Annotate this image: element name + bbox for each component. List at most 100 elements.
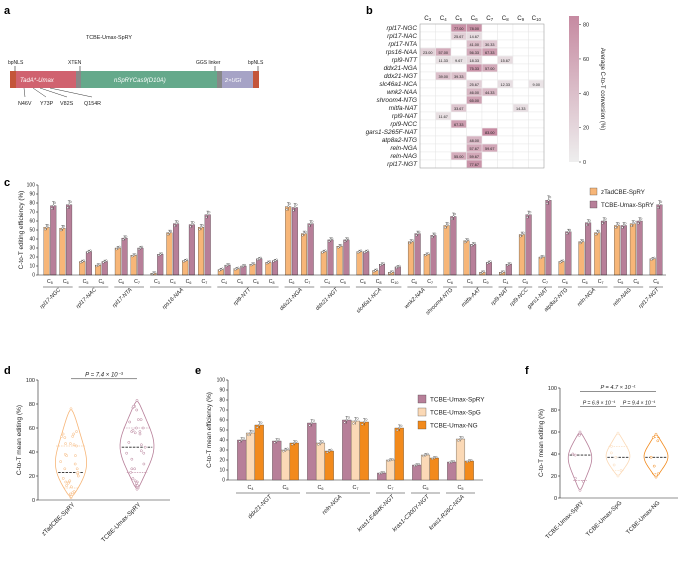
data-point: [396, 265, 400, 268]
data-point: [89, 249, 92, 252]
heatmap-cell-value: 57.00: [438, 51, 448, 55]
bar: [538, 256, 545, 276]
data-point: [201, 224, 204, 227]
data-point: [61, 227, 64, 230]
data-point: [365, 250, 368, 253]
data-point: [258, 257, 261, 260]
data-point: [470, 244, 473, 247]
x-tick-label: C4: [247, 485, 253, 491]
heatmap-grid-cell: [528, 63, 545, 73]
heatmap-grid-cell: [528, 119, 545, 129]
data-point: [75, 467, 79, 471]
data-point: [380, 471, 383, 475]
x-tick-label: C6: [411, 279, 417, 285]
data-point: [499, 272, 502, 275]
heatmap-grid-cell: [512, 79, 529, 89]
heatmap-cell: [451, 72, 467, 80]
data-point: [596, 231, 599, 234]
bar: [85, 251, 92, 276]
data-point: [258, 423, 261, 427]
x-tick-label: C3: [154, 279, 160, 285]
heatmap-row-label: shroom4-NTG: [377, 97, 418, 104]
heatmap-grid-cell: [512, 63, 529, 73]
data-point: [139, 418, 143, 421]
data-point: [206, 213, 209, 216]
group-label: rpl17-NGC: [39, 286, 63, 310]
data-point: [286, 447, 289, 450]
violin-shape: [119, 399, 155, 490]
data-point: [434, 232, 437, 235]
data-point: [408, 242, 411, 245]
data-point: [529, 211, 532, 214]
data-point: [415, 463, 418, 467]
data-point: [312, 419, 315, 422]
data-point: [265, 262, 268, 265]
bar: [463, 240, 470, 276]
data-point: [632, 222, 635, 225]
heatmap-cell: [497, 80, 513, 88]
heatmap-grid-cell: [450, 79, 467, 89]
bar: [558, 261, 565, 276]
bar: [315, 442, 326, 481]
data-point: [610, 444, 613, 448]
data-point: [654, 432, 658, 436]
data-point: [329, 238, 332, 241]
bar: [188, 224, 195, 276]
bar: [518, 234, 525, 276]
mutation-label: V82S: [60, 101, 74, 107]
data-point: [374, 269, 377, 272]
legend-label: zTadCBE-SpRY: [601, 189, 645, 196]
data-point: [637, 222, 640, 225]
data-point: [97, 264, 100, 267]
heatmap-grid-cell: [419, 103, 436, 113]
data-point: [82, 259, 85, 262]
heatmap-cell: [466, 64, 482, 72]
data-point: [295, 203, 298, 206]
data-point: [72, 443, 76, 447]
data-point: [381, 263, 384, 266]
data-point: [242, 264, 245, 268]
data-point: [135, 487, 139, 491]
data-point: [398, 426, 401, 430]
data-point: [363, 420, 366, 424]
heatmap-grid-cell: [497, 31, 514, 41]
heatmap-grid-cell: [512, 119, 529, 129]
heatmap-grid-cell: [419, 31, 436, 41]
data-point: [291, 443, 294, 446]
mutation-markers: [23, 87, 93, 98]
data-point: [345, 418, 348, 422]
heatmap-border: [419, 23, 545, 169]
x-tick-label: C8: [376, 279, 382, 285]
data-point: [226, 264, 229, 267]
y-axis-label: C-to-T mean editing (%): [538, 409, 545, 477]
data-point: [59, 460, 62, 463]
data-point: [221, 267, 224, 270]
data-point: [379, 264, 382, 267]
x-tick-label: C6: [562, 279, 568, 285]
data-point: [132, 254, 135, 257]
violin-shape: [567, 431, 593, 492]
data-point: [115, 248, 118, 251]
x-tick-label: TCBE-Umax-SpRY: [100, 501, 142, 543]
data-point: [139, 246, 142, 250]
panel-label-a: a: [4, 5, 11, 17]
heatmap-grid-cell: [512, 111, 529, 121]
data-point: [343, 240, 347, 243]
data-point: [417, 463, 420, 466]
legend-label: TCBE-Umax-NG: [430, 423, 478, 430]
data-point: [581, 480, 585, 483]
data-point: [274, 259, 277, 262]
heatmap-grid-cell: [435, 79, 452, 89]
bar: [385, 459, 396, 481]
heatmap-grid-cell: [512, 159, 529, 169]
heatmap-cell-value: 14.33: [516, 107, 526, 111]
data-point: [571, 452, 575, 456]
heatmap-grid-cell: [512, 95, 529, 105]
heatmap-column-label: C8: [502, 15, 509, 22]
data-point: [542, 255, 545, 258]
heatmap-grid-cell: [528, 87, 545, 97]
data-point: [506, 264, 509, 267]
heatmap-cell-value: 59.67: [469, 155, 479, 159]
data-point: [76, 474, 80, 478]
heatmap-cell: [466, 144, 482, 152]
